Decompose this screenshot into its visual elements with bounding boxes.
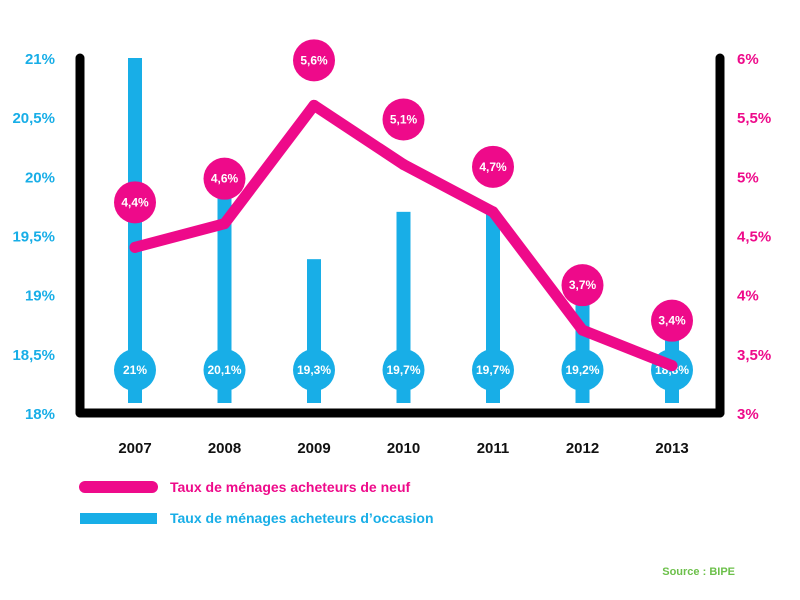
left-axis-tick-label: 19% [25,288,55,305]
line-value-label: 4,6% [211,172,239,186]
right-axis-tick-label: 4% [737,288,759,305]
bar-value-label: 19,7% [386,363,420,377]
right-axis-tick-label: 5,5% [737,110,771,127]
left-axis-tick-label: 20% [25,169,55,186]
bar-value-label: 19,7% [476,363,510,377]
line-value-label: 4,4% [121,195,149,209]
line-value-bubble [561,264,604,307]
x-axis-tick-label: 2012 [566,440,599,457]
bar-value-bubble [293,349,335,391]
left-axis-tick-label: 19,5% [12,229,55,246]
line-value-label: 3,7% [569,278,597,292]
bar-value-labels: 21%20,1%19,3%19,7%19,7%19,2%18,8% [123,363,689,377]
x-axis-ticks: 2007 2008 2009 2010 2011 2012 2013 [118,440,688,457]
line-value-label: 3,4% [658,314,686,328]
line-value-bubble [651,299,693,342]
bar-value-bubble [203,349,246,391]
bar-value-bubble [472,349,514,391]
line-point [666,360,678,372]
bar-value-label: 19,2% [565,363,599,377]
line-point [487,206,499,218]
left-axis-tick-label: 20,5% [12,110,55,127]
x-axis-tick-label: 2013 [655,440,688,457]
legend-swatch-bar [80,513,157,524]
x-axis-tick-label: 2011 [477,440,510,457]
line-value-label: 5,1% [390,113,418,127]
source-note: Source : BIPE [662,566,735,578]
legend-label-line: Taux de ménages acheteurs de neuf [170,479,410,495]
right-axis-tick-label: 3% [737,406,759,423]
legend-label-bar: Taux de ménages acheteurs d’occasion [170,510,434,526]
x-axis-tick-label: 2007 [118,440,151,457]
line-value-bubble [114,181,156,224]
bar-value-bubble [114,349,156,391]
line-series [129,99,678,372]
left-axis-tick-label: 18% [25,406,55,423]
line-value-bubble [203,157,246,200]
x-axis-tick-label: 2008 [208,440,241,457]
bar-value-label: 19,3% [297,363,331,377]
line-value-bubble [472,145,514,188]
right-axis-ticks: 3% 3,5% 4% 4,5% 5% 5,5% 6% [737,51,771,423]
bar-series [114,58,693,403]
right-axis-tick-label: 5% [737,169,759,186]
line-point [398,159,409,170]
line-value-bubble [293,39,335,82]
bar-value-bubble [382,349,425,391]
line-value-label: 5,6% [300,53,328,67]
line-point [219,218,230,230]
right-axis-tick-label: 3,5% [737,347,771,364]
chart-frame [75,53,725,418]
right-axis-tick-label: 6% [737,51,759,68]
bar-value-label: 21% [123,363,147,377]
bar [128,58,142,403]
line-point [129,241,141,253]
line-value-label: 4,7% [479,160,507,174]
bar-value-label: 20,1% [207,363,241,377]
right-axis-tick-label: 4,5% [737,229,771,246]
legend: Taux de ménages acheteurs de neuf Taux d… [79,479,434,526]
left-axis-tick-label: 21% [25,51,55,68]
left-axis-tick-label: 18,5% [12,347,55,364]
bar-value-bubble [561,349,604,391]
line-point [577,324,588,336]
x-axis-tick-label: 2010 [387,440,420,457]
left-axis-ticks: 18% 18,5% 19% 19,5% 20% 20,5% 21% [12,51,55,423]
x-axis-tick-label: 2009 [297,440,330,457]
line-value-bubble [382,98,425,141]
line-point [308,99,320,111]
line-value-labels: 4,4% 4,6% 5,6% 5,1% 4,7% 3,7% 3,4% [114,39,693,342]
